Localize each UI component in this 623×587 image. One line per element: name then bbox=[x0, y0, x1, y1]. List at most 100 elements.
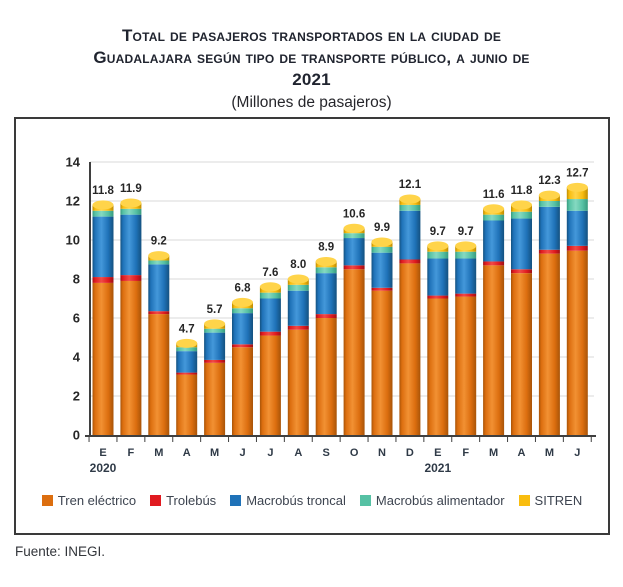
bar-value-label: 7.6 bbox=[262, 267, 278, 279]
x-axis-month-label: E bbox=[99, 447, 106, 459]
bar-top-cap bbox=[566, 182, 588, 192]
bar-segment bbox=[343, 269, 365, 435]
bar-value-label: 12.3 bbox=[538, 175, 560, 187]
bar-segment bbox=[483, 265, 505, 435]
bar-segment bbox=[315, 314, 337, 318]
bar-segment bbox=[148, 311, 170, 315]
bar-segment bbox=[455, 296, 477, 435]
bar-segment bbox=[232, 313, 253, 345]
stacked-bar-chart: 0246810121411.8E11.9F9.2M4.7A5.7M6.8J7.6… bbox=[66, 155, 596, 475]
chart-frame: 0 2 4 6 8 10 12 14 11.8 E 11.9 F 9.2 M 4.7 A 5.7 M 6.8 J 7.6… bbox=[14, 117, 610, 535]
bar-segment bbox=[511, 269, 532, 274]
x-axis-month-label: A bbox=[294, 447, 302, 459]
bar-segment bbox=[148, 314, 170, 435]
legend-color-swatch-icon bbox=[41, 495, 53, 506]
legend-item: Tren eléctrico bbox=[41, 493, 136, 508]
bar-value-label: 12.7 bbox=[566, 167, 588, 179]
bar-top-cap bbox=[455, 241, 477, 251]
bar-segment bbox=[176, 347, 198, 352]
y-axis-tick-label: 14 bbox=[66, 155, 81, 170]
bar-segment bbox=[566, 245, 588, 251]
bar-segment bbox=[120, 275, 142, 281]
bar-value-label: 11.6 bbox=[483, 189, 505, 201]
bar-group: 12.1 D bbox=[399, 179, 422, 459]
legend-item: SITREN bbox=[518, 493, 583, 508]
bar-segment bbox=[92, 210, 114, 217]
bar-segment bbox=[204, 362, 226, 435]
title-line-1: Total de pasajeros transportados en la c… bbox=[121, 26, 502, 45]
bar-segment bbox=[399, 204, 421, 211]
bar-group: 11.9 F bbox=[120, 183, 142, 459]
bar-value-label: 9.7 bbox=[430, 226, 446, 238]
bar-segment bbox=[232, 347, 253, 435]
bar-group: 5.7 M bbox=[204, 304, 226, 459]
legend-item: Trolebús bbox=[150, 493, 216, 508]
bar-group: 10.6 O bbox=[343, 208, 365, 459]
bar-segment bbox=[511, 273, 532, 435]
x-axis-month-label: M bbox=[210, 447, 219, 459]
bar-value-label: 11.8 bbox=[92, 185, 114, 197]
bar-segment bbox=[120, 280, 142, 435]
x-axis-month-label: M bbox=[154, 447, 163, 459]
bar-value-label: 5.7 bbox=[207, 304, 223, 316]
bar-top-cap bbox=[371, 237, 393, 247]
x-axis-year-label: 2021 bbox=[424, 461, 451, 475]
bar-segment bbox=[455, 293, 477, 297]
bar-top-cap bbox=[427, 241, 449, 251]
bar-segment bbox=[566, 210, 588, 246]
bar-group: 9.9 N bbox=[371, 222, 393, 459]
x-axis-month-label: M bbox=[545, 447, 554, 459]
bar-segment bbox=[538, 206, 560, 250]
bar-top-cap bbox=[511, 200, 532, 210]
title-line-2: Guadalajara según tipo de transporte púb… bbox=[93, 48, 530, 67]
bar-value-label: 9.9 bbox=[374, 222, 390, 234]
bar-segment bbox=[371, 252, 393, 288]
bar-segment bbox=[343, 233, 365, 239]
bar-segment bbox=[343, 265, 365, 270]
bar-segment bbox=[511, 211, 532, 219]
x-axis-month-label: N bbox=[378, 447, 386, 459]
legend-label: Macrobús troncal bbox=[246, 493, 346, 508]
bar-segment bbox=[232, 308, 253, 314]
bar-group: 12.7 J bbox=[566, 167, 588, 459]
bar-group: 9.2 M bbox=[148, 236, 170, 459]
y-axis-tick-label: 0 bbox=[73, 428, 80, 443]
bar-group: 7.6 J bbox=[259, 267, 281, 459]
bar-group: 8.0 A bbox=[287, 259, 309, 459]
bar-value-label: 10.6 bbox=[343, 208, 365, 220]
bar-group: 8.9 S bbox=[315, 241, 337, 459]
y-axis-tick-label: 10 bbox=[66, 233, 80, 248]
bar-segment bbox=[455, 251, 477, 259]
bar-value-label: 12.1 bbox=[399, 179, 422, 191]
bar-top-cap bbox=[92, 200, 114, 210]
bar-group: 4.7 A bbox=[176, 323, 198, 459]
bar-segment bbox=[259, 335, 281, 435]
x-axis-month-label: F bbox=[128, 447, 135, 459]
legend-item: Macrobús alimentador bbox=[359, 493, 505, 508]
y-axis-tick-label: 2 bbox=[73, 389, 80, 404]
y-axis-tick-label: 8 bbox=[73, 272, 80, 287]
y-axis-tick-label: 6 bbox=[73, 311, 80, 326]
bar-segment bbox=[371, 287, 393, 291]
x-axis-month-label: M bbox=[489, 447, 498, 459]
bar-segment bbox=[92, 282, 114, 435]
bar-segment bbox=[455, 258, 477, 294]
x-axis-month-label: F bbox=[462, 447, 469, 459]
bar-top-cap bbox=[483, 204, 505, 214]
bar-group: 6.8 J bbox=[232, 282, 253, 459]
y-axis-tick-label: 12 bbox=[66, 194, 80, 209]
bar-segment bbox=[148, 260, 170, 265]
bar-segment bbox=[204, 359, 226, 363]
bar-group: 12.3 M bbox=[538, 175, 560, 459]
bar-segment bbox=[315, 267, 337, 274]
bar-top-cap bbox=[315, 256, 337, 266]
legend-label: SITREN bbox=[534, 493, 583, 508]
bar-top-cap bbox=[343, 223, 365, 233]
bar-segment bbox=[399, 259, 421, 264]
x-axis-year-label: 2020 bbox=[90, 461, 117, 475]
bar-segment bbox=[204, 328, 226, 333]
legend-label: Trolebús bbox=[166, 493, 217, 508]
bar-segment bbox=[176, 374, 198, 435]
bar-segment bbox=[343, 238, 365, 266]
